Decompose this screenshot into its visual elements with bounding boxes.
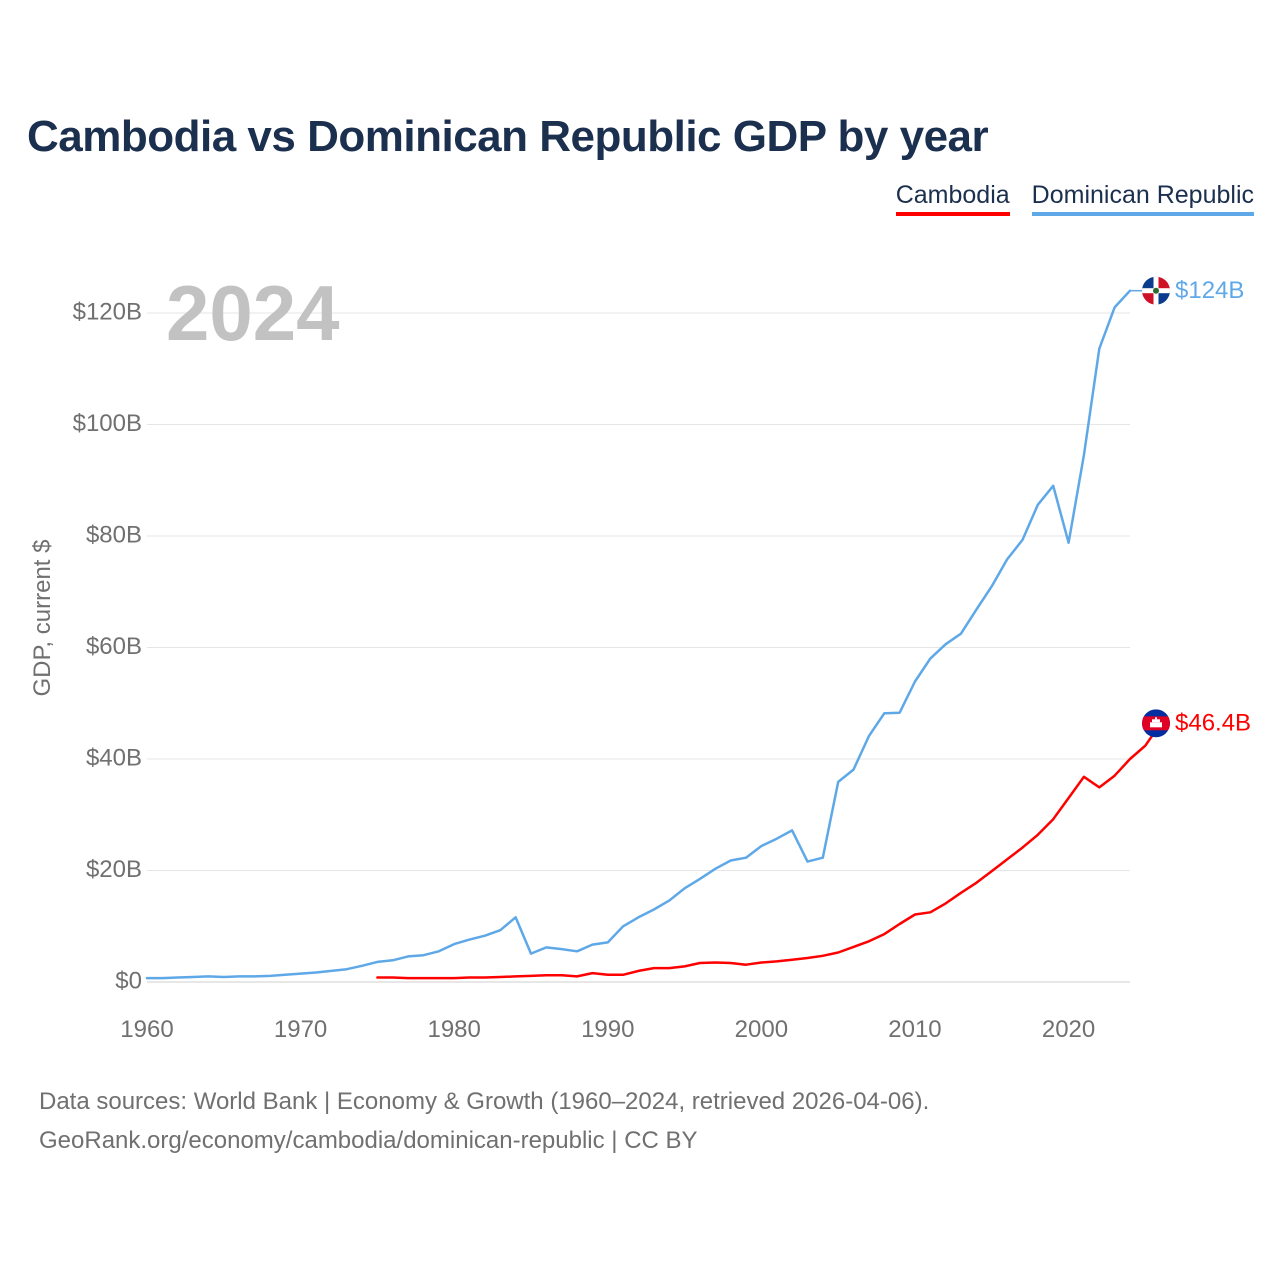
- gridlines: [147, 312, 1130, 983]
- series-line-cambodia: [376, 722, 1162, 980]
- cambodia-end-label: $46.4B: [1175, 710, 1251, 737]
- y-tick-label: $40B: [86, 744, 142, 771]
- x-tick-label: 1980: [427, 1016, 480, 1043]
- x-axis-ticks: 1960 1970 1980 1990 2000 2010 2020: [120, 1016, 1095, 1043]
- y-tick-label: $120B: [73, 298, 142, 325]
- y-tick-label: $60B: [86, 633, 142, 660]
- legend-item-dominican-republic[interactable]: Dominican Republic: [1031, 181, 1254, 216]
- x-tick-label: 1970: [274, 1016, 327, 1043]
- x-tick-label: 1960: [120, 1016, 173, 1043]
- series-layer: [145, 289, 1162, 980]
- y-axis-ticks: $0 $20B $40B $60B $80B $100B $120B: [73, 298, 142, 994]
- legend-item-cambodia[interactable]: Cambodia: [895, 181, 1010, 216]
- y-tick-label: $20B: [86, 856, 142, 883]
- chart-title: Cambodia vs Dominican Republic GDP by ye…: [27, 112, 989, 161]
- y-tick-label: $80B: [86, 521, 142, 548]
- x-tick-label: 2020: [1042, 1016, 1095, 1043]
- dominican-republic-end-label: $124B: [1175, 277, 1244, 304]
- source-line-1: Data sources: World Bank | Economy & Gro…: [39, 1088, 930, 1115]
- y-tick-label: $0: [115, 967, 142, 994]
- source-note: Data sources: World Bank | Economy & Gro…: [39, 1082, 929, 1160]
- year-watermark: 2024: [166, 269, 340, 357]
- dominican-republic-flag-icon: [1142, 276, 1170, 305]
- y-tick-label: $100B: [73, 410, 142, 437]
- x-tick-label: 1990: [581, 1016, 634, 1043]
- source-line-2[interactable]: GeoRank.org/economy/cambodia/dominican-r…: [39, 1127, 698, 1154]
- legend: Cambodia Dominican Republic: [895, 181, 1254, 216]
- y-axis-label: GDP, current $: [29, 540, 56, 697]
- gdp-line-chart: $0 $20B $40B $60B $80B $100B $120B 1960 1970 198…: [29, 269, 1251, 1043]
- x-tick-label: 2010: [888, 1016, 941, 1043]
- series-line-dominican-republic: [145, 289, 1132, 980]
- cambodia-flag-icon: [1142, 709, 1170, 738]
- x-tick-label: 2000: [735, 1016, 788, 1043]
